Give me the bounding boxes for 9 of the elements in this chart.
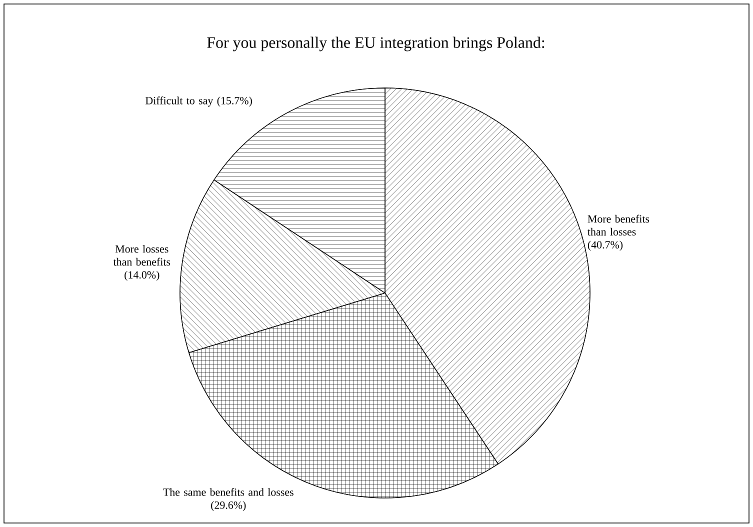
slice-label: More benefits than losses bbox=[588, 214, 650, 236]
slice-label: Difficult to say bbox=[146, 96, 214, 107]
data-label: (29.6%) bbox=[211, 501, 246, 512]
slice-label: The same benefits and losses bbox=[163, 488, 294, 496]
data-label: (15.7%) bbox=[217, 96, 252, 107]
chart-title: For you personally the EU integration brings Poland: bbox=[207, 36, 544, 52]
slice-label: More losses than benefits bbox=[113, 244, 170, 266]
data-label: (40.7%) bbox=[588, 240, 623, 251]
data-label: (14.0%) bbox=[124, 270, 160, 281]
